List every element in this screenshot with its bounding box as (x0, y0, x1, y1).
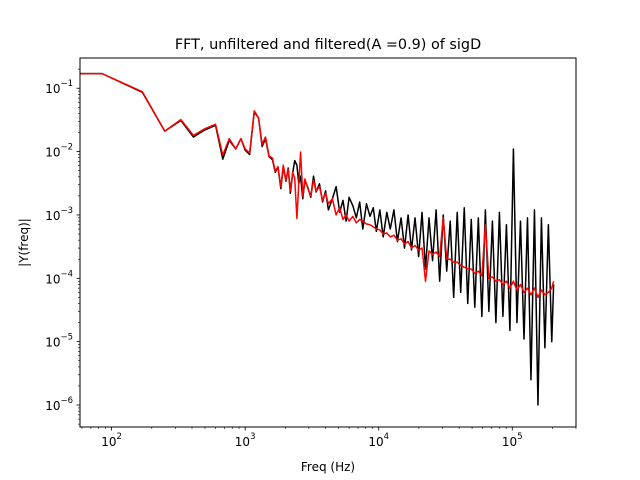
y-tick-label: 10−1 (45, 79, 73, 96)
x-axis-label: Freq (Hz) (301, 460, 355, 474)
y-tick-label: 10−5 (45, 333, 73, 350)
x-tick-label: 105 (502, 432, 523, 449)
y-axis-label: |Y(freq)| (17, 218, 31, 267)
x-tick-label: 103 (235, 432, 256, 449)
y-tick-label: 10−2 (45, 143, 73, 160)
series-layer (80, 72, 555, 406)
y-tick-label: 10−3 (45, 206, 73, 223)
x-tick-label: 104 (368, 432, 389, 449)
chart-title: FFT, unfiltered and filtered(A =0.9) of … (175, 37, 481, 53)
y-tick-label: 10−6 (45, 396, 73, 413)
series-line-1 (80, 72, 555, 299)
x-axis-ticks: 102 103 104 105 (81, 427, 577, 449)
y-tick-label: 10−4 (45, 269, 73, 286)
y-axis-ticks: 10−6 10−5 10−4 10−3 10−2 10−1 (45, 68, 80, 425)
plot-frame (79, 57, 577, 428)
x-tick-label: 102 (101, 432, 122, 449)
